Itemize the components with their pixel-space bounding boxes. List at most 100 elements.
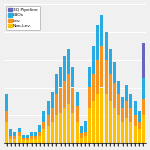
- Bar: [42, 122, 45, 129]
- Bar: [34, 132, 37, 136]
- Bar: [80, 133, 83, 138]
- Bar: [138, 129, 141, 143]
- Bar: [92, 46, 95, 74]
- Bar: [26, 138, 29, 140]
- Bar: [84, 136, 87, 143]
- Bar: [63, 108, 66, 143]
- Legend: 3Q Pipeline, LBOs, Lev., Non-Lev.: 3Q Pipeline, LBOs, Lev., Non-Lev.: [6, 6, 40, 30]
- Bar: [134, 115, 137, 126]
- Bar: [51, 122, 54, 143]
- Bar: [138, 111, 141, 122]
- Bar: [71, 87, 75, 112]
- Bar: [100, 87, 104, 143]
- Bar: [34, 136, 37, 139]
- Bar: [67, 49, 70, 74]
- Bar: [80, 126, 83, 133]
- Bar: [117, 81, 120, 94]
- Bar: [125, 85, 128, 101]
- Bar: [129, 122, 132, 143]
- Bar: [88, 87, 91, 108]
- Bar: [88, 67, 91, 87]
- Bar: [55, 94, 58, 115]
- Bar: [100, 15, 104, 46]
- Bar: [5, 94, 8, 111]
- Bar: [75, 106, 79, 122]
- Bar: [96, 60, 99, 94]
- Bar: [5, 111, 8, 122]
- Bar: [121, 97, 124, 108]
- Bar: [18, 128, 21, 132]
- Bar: [34, 139, 37, 143]
- Bar: [46, 115, 50, 126]
- Bar: [96, 25, 99, 60]
- Bar: [59, 87, 62, 112]
- Bar: [38, 136, 41, 143]
- Bar: [67, 104, 70, 143]
- Bar: [117, 94, 120, 115]
- Bar: [142, 78, 145, 99]
- Bar: [92, 101, 95, 143]
- Bar: [142, 43, 145, 78]
- Bar: [38, 125, 41, 132]
- Bar: [80, 138, 83, 143]
- Bar: [30, 136, 33, 139]
- Bar: [55, 115, 58, 143]
- Bar: [88, 108, 91, 143]
- Bar: [113, 63, 116, 83]
- Bar: [26, 140, 29, 143]
- Bar: [75, 92, 79, 106]
- Bar: [22, 135, 25, 138]
- Bar: [129, 94, 132, 108]
- Bar: [59, 67, 62, 87]
- Bar: [125, 118, 128, 143]
- Bar: [9, 139, 12, 143]
- Bar: [125, 101, 128, 118]
- Bar: [109, 49, 112, 74]
- Bar: [30, 132, 33, 136]
- Bar: [38, 132, 41, 136]
- Bar: [129, 108, 132, 122]
- Bar: [42, 129, 45, 143]
- Bar: [9, 136, 12, 139]
- Bar: [134, 101, 137, 115]
- Bar: [18, 132, 21, 136]
- Bar: [63, 81, 66, 108]
- Bar: [134, 126, 137, 143]
- Bar: [96, 94, 99, 143]
- Bar: [113, 108, 116, 143]
- Bar: [113, 83, 116, 108]
- Bar: [55, 74, 58, 94]
- Bar: [142, 115, 145, 143]
- Bar: [92, 74, 95, 101]
- Bar: [84, 132, 87, 136]
- Bar: [51, 92, 54, 108]
- Bar: [13, 136, 16, 139]
- Bar: [75, 122, 79, 143]
- Bar: [22, 140, 25, 143]
- Bar: [67, 74, 70, 104]
- Bar: [138, 122, 141, 129]
- Bar: [63, 56, 66, 81]
- Bar: [5, 122, 8, 143]
- Bar: [105, 94, 108, 143]
- Bar: [26, 135, 29, 138]
- Bar: [105, 32, 108, 60]
- Bar: [59, 112, 62, 143]
- Bar: [121, 108, 124, 122]
- Bar: [105, 60, 108, 94]
- Bar: [71, 67, 75, 87]
- Bar: [13, 139, 16, 143]
- Bar: [18, 136, 21, 143]
- Bar: [121, 122, 124, 143]
- Bar: [142, 99, 145, 115]
- Bar: [9, 129, 12, 136]
- Bar: [22, 138, 25, 140]
- Bar: [117, 115, 120, 143]
- Bar: [46, 126, 50, 143]
- Bar: [46, 101, 50, 115]
- Bar: [30, 139, 33, 143]
- Bar: [84, 121, 87, 132]
- Bar: [100, 46, 104, 87]
- Bar: [109, 74, 112, 101]
- Bar: [71, 112, 75, 143]
